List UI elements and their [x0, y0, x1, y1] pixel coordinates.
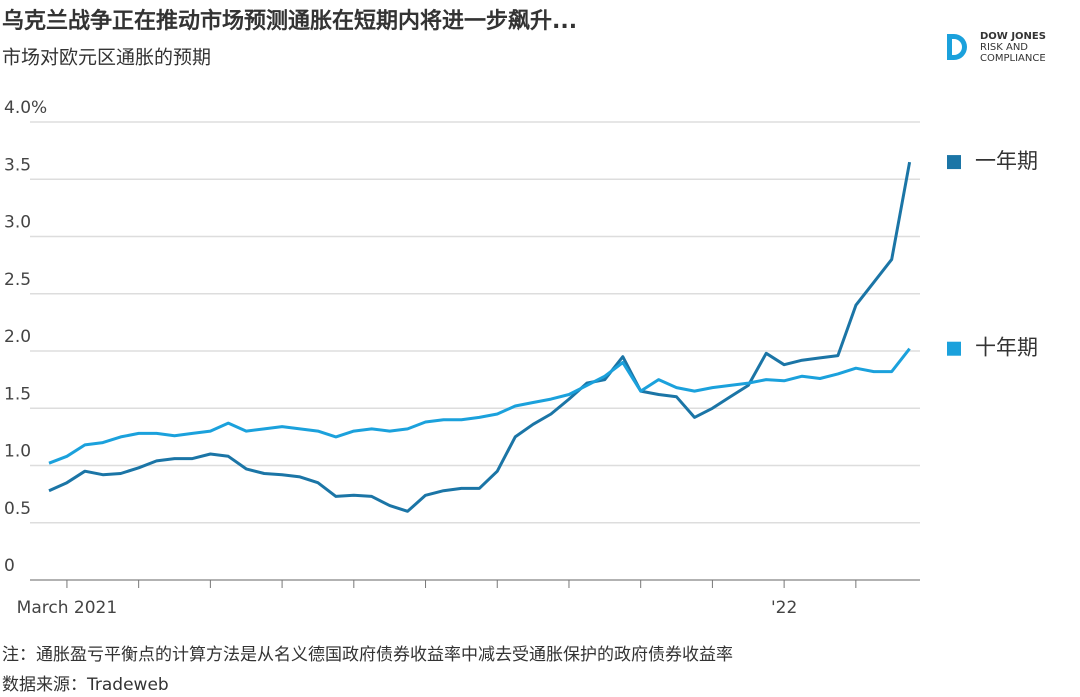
y-tick-label: 2.0: [4, 327, 31, 347]
x-tick-label: '22: [771, 598, 797, 618]
logo-text: COMPLIANCE: [980, 53, 1046, 64]
y-tick-label: 0.5: [4, 499, 31, 519]
logo: DOW JONES RISK AND COMPLIANCE: [947, 31, 1046, 64]
logo-text: RISK AND: [980, 42, 1028, 53]
y-tick-label: 4.0%: [4, 98, 47, 118]
y-tick-label: 3.0: [4, 213, 31, 233]
y-tick-label: 1.0: [4, 442, 31, 462]
logo-text: DOW JONES: [980, 31, 1046, 42]
source: 数据来源：Tradeweb: [2, 675, 169, 695]
y-tick-label: 3.5: [4, 155, 31, 175]
x-tick-label: March 2021: [17, 598, 118, 618]
y-tick-label: 2.5: [4, 270, 31, 290]
line: [48, 161, 912, 513]
logo-icon: [947, 34, 967, 60]
legend-label: 一年期: [975, 149, 1038, 173]
chart-subtitle: 市场对欧元区通胀的预期: [2, 47, 211, 69]
legend-swatch: [947, 155, 961, 170]
y-tick-label: 1.5: [4, 384, 31, 404]
y-tick-label: 0: [4, 556, 15, 576]
line: [48, 347, 911, 465]
chart-title: 乌克兰战争正在推动市场预测通胀在短期内将进一步飙升...: [2, 8, 577, 34]
legend-swatch: [947, 341, 961, 356]
legend-label: 十年期: [975, 336, 1038, 360]
note: 注：通胀盈亏平衡点的计算方法是从名义德国政府债券收益率中减去受通胀保护的政府债券…: [2, 645, 733, 665]
